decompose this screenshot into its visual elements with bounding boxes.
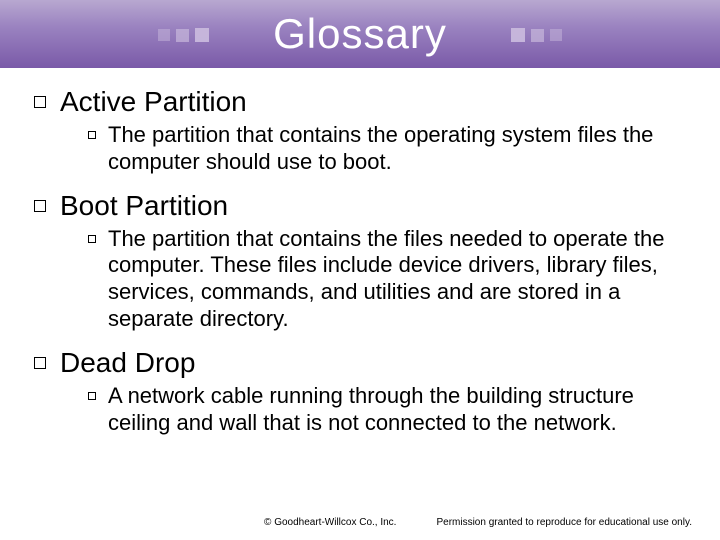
term-label: Boot Partition (60, 190, 228, 222)
term-row: Boot Partition (34, 190, 686, 222)
term-label: Active Partition (60, 86, 247, 118)
square-icon (550, 29, 562, 41)
square-icon (195, 28, 209, 42)
square-icon (176, 29, 189, 42)
definition-text: A network cable running through the buil… (108, 383, 676, 437)
square-icon (531, 29, 544, 42)
square-icon (511, 28, 525, 42)
definition-text: The partition that contains the files ne… (108, 226, 676, 333)
definition-text: The partition that contains the operatin… (108, 122, 676, 176)
decorative-squares-right (511, 28, 562, 42)
slide-header: Glossary (0, 0, 720, 68)
bullet-square-icon (34, 357, 46, 369)
term-row: Active Partition (34, 86, 686, 118)
definition-row: A network cable running through the buil… (88, 383, 686, 437)
definition-row: The partition that contains the files ne… (88, 226, 686, 333)
square-icon (158, 29, 170, 41)
glossary-content: Active Partition The partition that cont… (0, 68, 720, 437)
bullet-square-small-icon (88, 131, 96, 139)
term-row: Dead Drop (34, 347, 686, 379)
definition-row: The partition that contains the operatin… (88, 122, 686, 176)
permission-text: Permission granted to reproduce for educ… (436, 517, 692, 528)
copyright-text: © Goodheart-Willcox Co., Inc. (264, 517, 396, 528)
slide-footer: © Goodheart-Willcox Co., Inc. Permission… (264, 517, 692, 528)
bullet-square-icon (34, 96, 46, 108)
term-label: Dead Drop (60, 347, 195, 379)
decorative-squares-left (158, 28, 209, 42)
page-title: Glossary (273, 10, 447, 58)
bullet-square-small-icon (88, 235, 96, 243)
bullet-square-small-icon (88, 392, 96, 400)
bullet-square-icon (34, 200, 46, 212)
